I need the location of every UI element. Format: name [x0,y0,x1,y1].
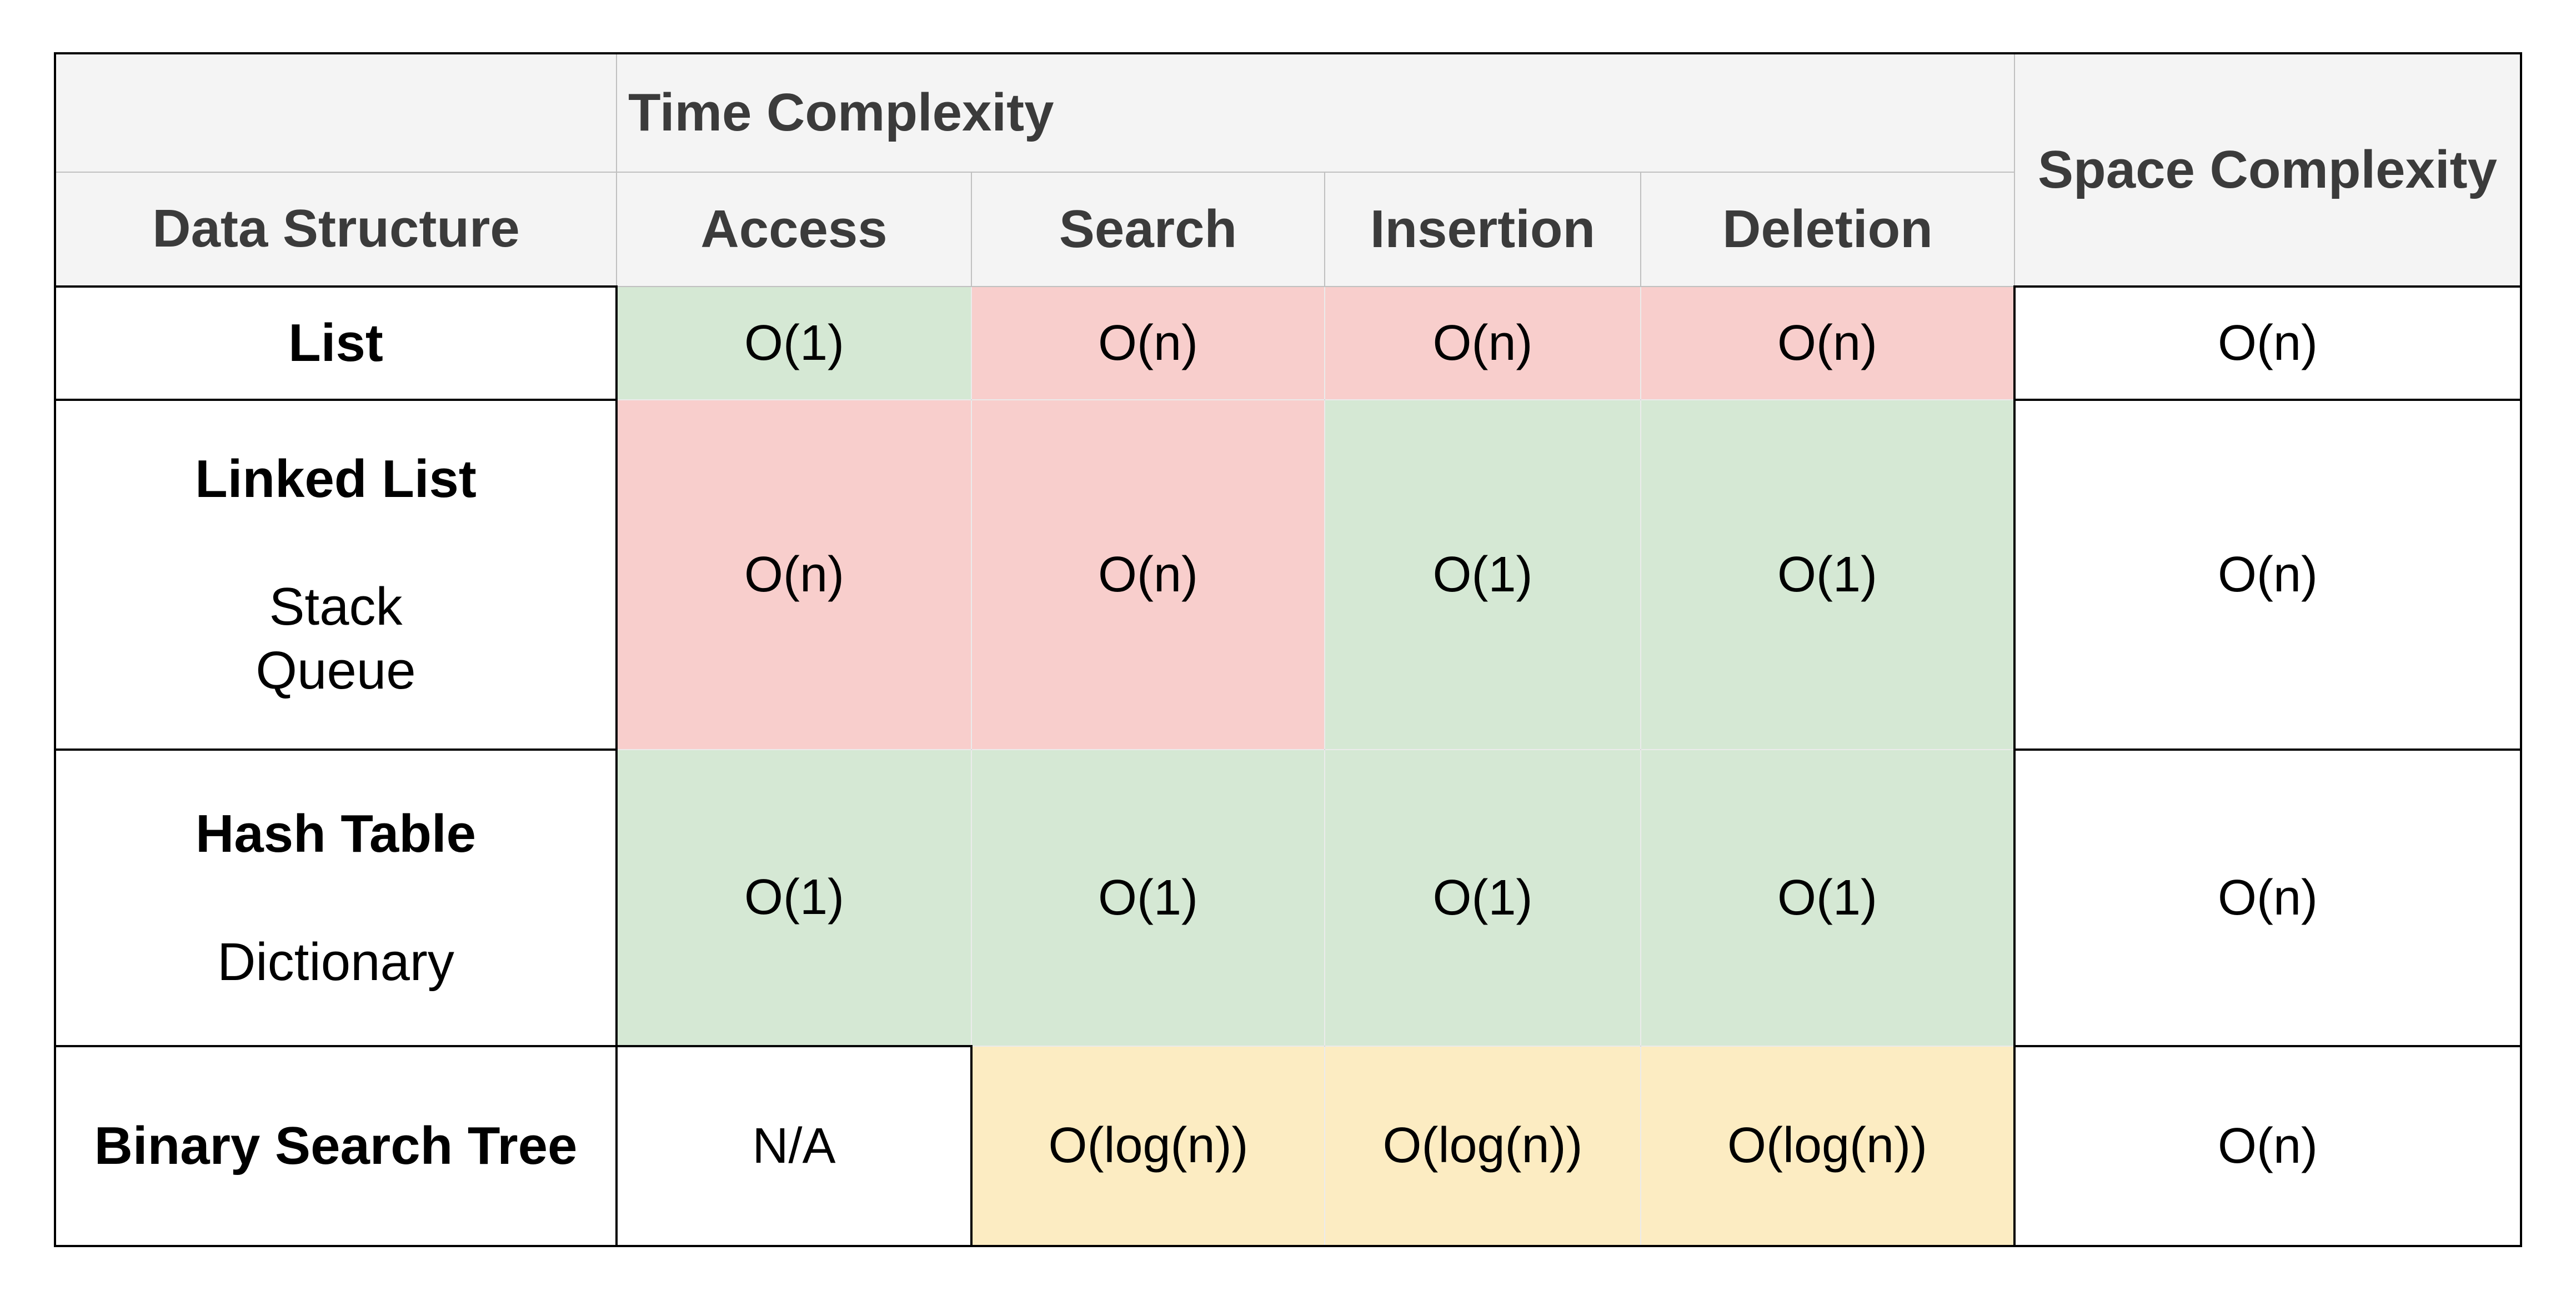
data-structure-name: Hash Table [195,804,477,864]
complexity-cell: O(log(n)) [971,1046,1325,1247]
data-structure-name: List [288,313,383,373]
time-complexity-header: Time Complexity [616,53,2015,173]
table-body: List O(1) O(n) O(n) O(n) O(n) Linked List Stac… [54,285,2522,1247]
complexity-cell: O(1) [971,749,1325,1047]
data-structure-name: Linked List [195,449,477,509]
space-complexity-cell: O(n) [2013,285,2522,401]
complexity-cell: O(n) [1324,286,1641,400]
data-structure-alias: Queue [255,641,416,701]
operation-header-search: Search [971,172,1325,287]
complexity-cell: N/A [615,1045,973,1247]
space-complexity-cell: O(n) [2013,1045,2522,1247]
table-header: Time Complexity Space Complexity Data St… [54,53,2522,287]
row-label-cell: Linked List Stack Queue [54,399,618,751]
complexity-cell: O(1) [1324,749,1641,1047]
data-structure-alias [57,511,614,575]
header-row-groups: Time Complexity Space Complexity [54,53,2522,287]
complexity-cell: O(n) [1640,286,2015,400]
data-structure-header: Data Structure [54,172,617,287]
corner-header-cell [54,53,617,173]
data-structure-alias: Stack [269,577,403,636]
complexity-cell: O(log(n)) [1324,1046,1641,1247]
complexity-cell: O(1) [616,749,972,1047]
operation-header-deletion: Deletion [1640,172,2015,287]
complexity-cell: O(1) [1640,749,2015,1047]
complexity-cell: O(n) [971,286,1325,400]
space-complexity-header: Space Complexity [2014,53,2522,287]
row-label-cell: Hash Table Dictionary [54,749,618,1047]
table-row: Hash Table Dictionary O(1) O(1) O(1) O(1) O(n… [54,749,2522,1047]
data-structure-name: Binary Search Tree [94,1116,578,1176]
operation-header-insertion: Insertion [1324,172,1641,287]
complexity-cell: O(1) [1324,399,1641,750]
complexity-table: Time Complexity Space Complexity Data St… [54,52,2522,1247]
complexity-cell: O(log(n)) [1640,1046,2015,1247]
data-structure-alias: Dictionary [217,932,454,992]
table-row: Binary Search Tree N/A O(log(n)) O(log(n)) O… [54,1045,2522,1247]
data-structure-alias [57,866,614,930]
header-row-operations: Data Structure Access Search Insertion D… [54,172,2521,287]
row-label-cell: List [54,285,618,401]
operation-header-access: Access [616,172,972,287]
complexity-cell: O(1) [1640,399,2015,750]
table-row: Linked List Stack Queue O(n) O(n) O(1) O(1) O(… [54,399,2522,751]
table-row: List O(1) O(n) O(n) O(n) O(n) [54,285,2522,401]
complexity-cell: O(n) [616,399,972,750]
complexity-cell: O(1) [616,286,972,400]
space-complexity-cell: O(n) [2013,399,2522,751]
complexity-cell: O(n) [971,399,1325,750]
space-complexity-cell: O(n) [2013,749,2522,1047]
row-label-cell: Binary Search Tree [54,1045,618,1247]
